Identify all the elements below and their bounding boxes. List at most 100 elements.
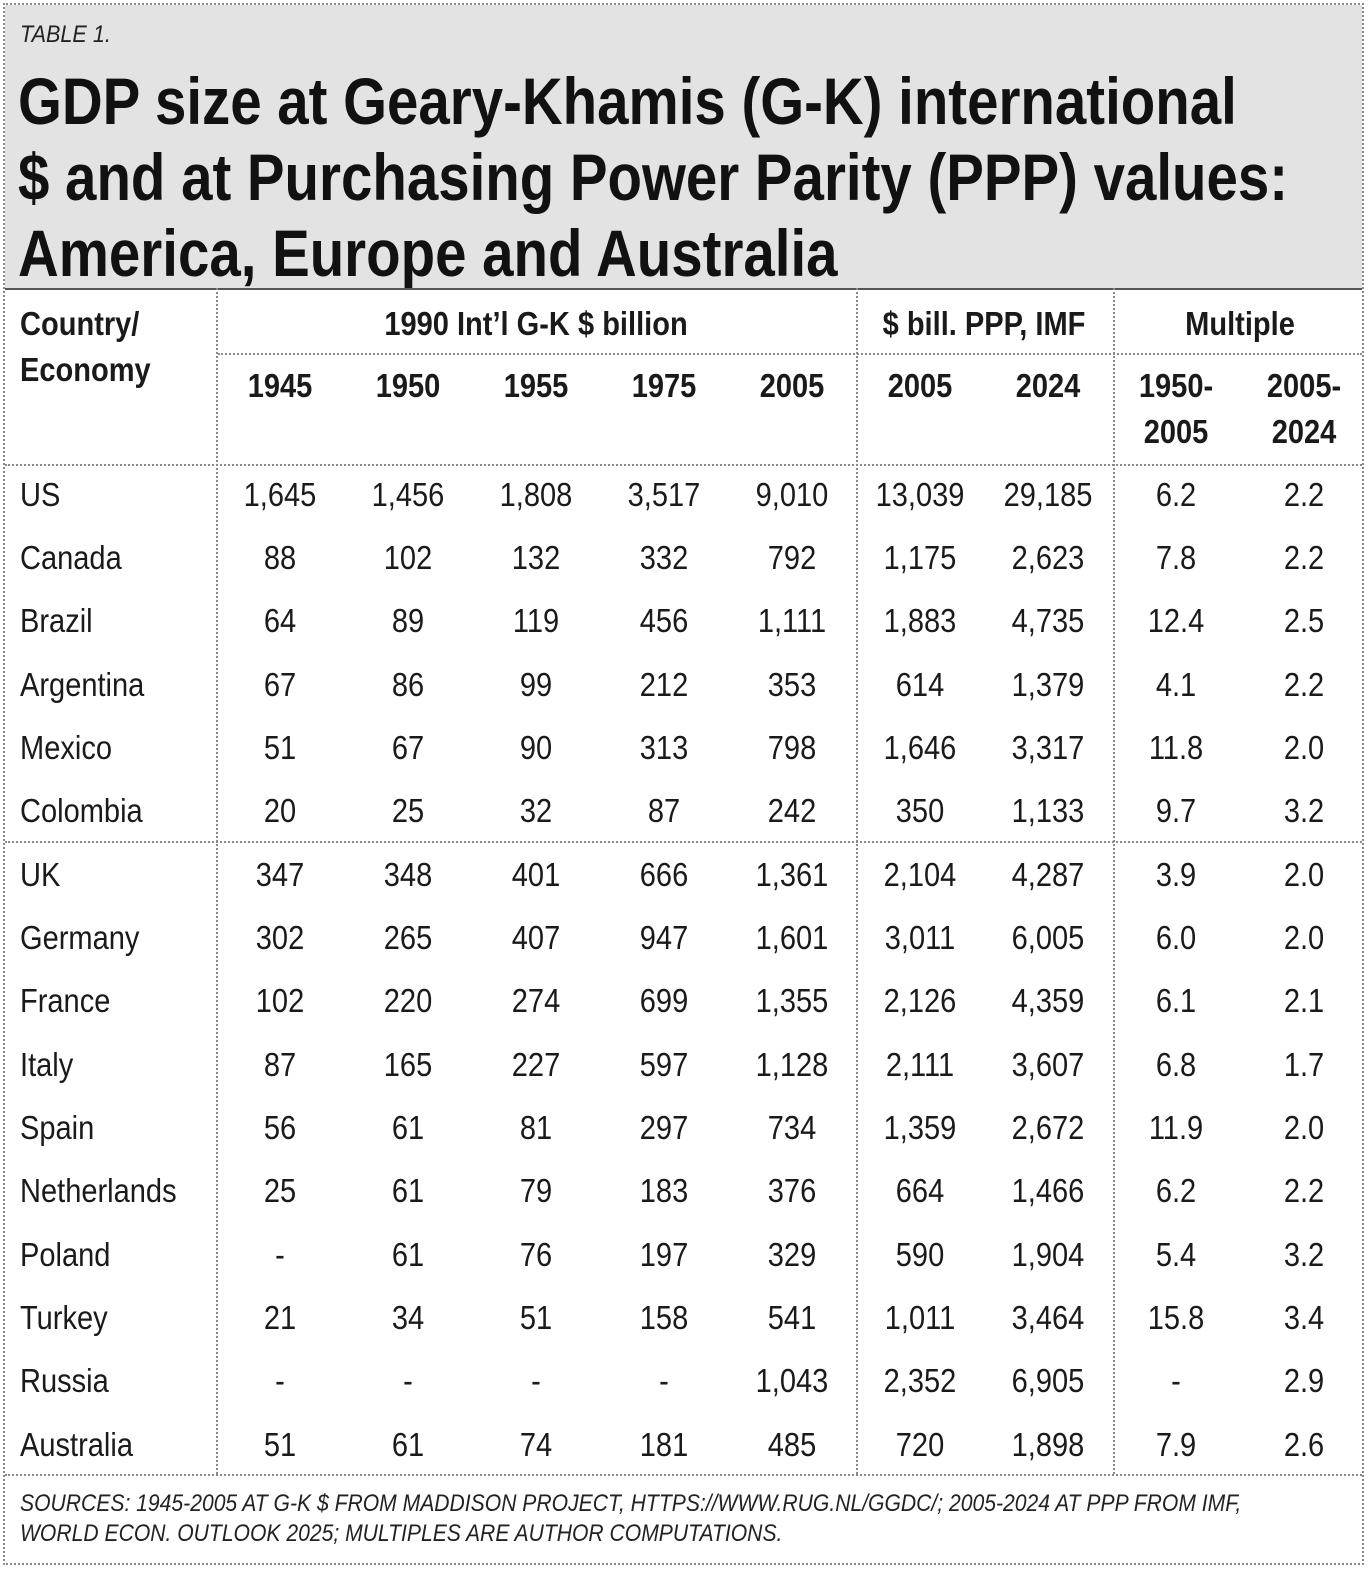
country-name: Russia [20,1362,109,1399]
table-cell: 242 [767,792,817,829]
table-cell: 2.2 [1283,1172,1325,1209]
table-cell: 51 [519,1299,553,1336]
table-cell: 2.6 [1283,1426,1325,1463]
table-cell: 11.8 [1148,729,1204,766]
table-cell: 1,111 [757,602,827,639]
table-cell: 590 [895,1236,945,1273]
table-cell: 1,646 [883,729,957,766]
table-cell: 614 [895,666,945,703]
table-cell: 1,645 [243,476,317,513]
table-cell: 4,359 [1011,982,1085,1019]
country-name: France [20,982,111,1019]
table-cell: 3.9 [1155,856,1197,893]
table-cell: 1,011 [884,1299,956,1336]
table-cell: 32 [519,792,553,829]
table-cell: 798 [767,729,817,766]
table-title: GDP size at Geary-Khamis (G-K) internati… [18,63,1352,291]
table-cell: 102 [255,982,305,1019]
table-cell: 6,905 [1011,1362,1085,1399]
table-cell: 1,456 [371,476,445,513]
table-cell: - [659,1362,669,1399]
table-cell: 20 [263,792,297,829]
table-cell: 329 [767,1236,817,1273]
table-cell: 3,464 [1011,1299,1085,1336]
table-cell: 51 [263,729,297,766]
sources-line: WORLD ECON. OUTLOOK 2025; MULTIPLES ARE … [20,1520,783,1547]
table-cell: 2,126 [883,982,957,1019]
table-cell: 2.5 [1283,602,1325,639]
country-name: Spain [20,1109,95,1146]
region-divider [5,841,1362,843]
country-name: Canada [20,539,122,576]
table-cell: 158 [639,1299,689,1336]
table-cell: 67 [391,729,425,766]
table-cell: 87 [263,1046,297,1083]
column-header: 2005 [1143,413,1209,450]
table-cell: 34 [391,1299,425,1336]
header-bottom-rule [5,464,1362,466]
table-cell: 3,607 [1011,1046,1085,1083]
table-cell: 88 [263,539,297,576]
table-cell: 401 [511,856,561,893]
table-cell: 302 [255,919,305,956]
table-cell: 3.2 [1283,1236,1325,1273]
table-cell: 79 [519,1172,553,1209]
table-cell: 297 [639,1109,689,1146]
table-cell: 541 [767,1299,817,1336]
table-cell: 6.2 [1155,1172,1197,1209]
table-cell: 86 [391,666,425,703]
table-cell: 699 [639,982,689,1019]
table-cell: 61 [391,1236,425,1273]
table-cell: 102 [383,539,433,576]
table-cell: - [531,1362,541,1399]
table-cell: 6.8 [1155,1046,1197,1083]
table-cell: 6.1 [1155,982,1197,1019]
table-cell: - [1171,1362,1181,1399]
table-cell: 350 [895,792,945,829]
header-sub-rule [218,353,1362,355]
table-cell: 12.4 [1147,602,1205,639]
country-name: Australia [20,1426,133,1463]
table-cell: 61 [391,1109,425,1146]
table-cell: 25 [391,792,425,829]
title-banner: TABLE 1. GDP size at Geary-Khamis (G-K) … [5,5,1362,291]
column-header: 1945 [247,367,313,404]
column-header: 2005 [887,367,953,404]
table-cell: 7.9 [1155,1426,1197,1463]
column-divider [1113,288,1115,1474]
table-cell: 1,359 [883,1109,957,1146]
table-cell: 13,039 [875,476,965,513]
column-group-header: $ bill. PPP, IMF [882,305,1086,342]
table-cell: 15.8 [1147,1299,1205,1336]
table-cell: 6,005 [1011,919,1085,956]
table-cell: 1,466 [1011,1172,1085,1209]
table-cell: 332 [639,539,689,576]
column-divider [856,288,858,1474]
table-cell: 407 [511,919,561,956]
table-cell: 2.2 [1283,476,1325,513]
table-cell: 165 [383,1046,433,1083]
table-cell: 456 [639,602,689,639]
table-cell: 1,128 [755,1046,829,1083]
table-cell: 61 [391,1426,425,1463]
table-cell: 720 [895,1426,945,1463]
column-group-header: 1990 Int’l G-K $ billion [384,305,688,342]
country-header: Country/ [20,305,140,342]
table-cell: 197 [639,1236,689,1273]
table-cell: 2.0 [1283,729,1325,766]
table-cell: - [275,1362,285,1399]
table-cell: 87 [647,792,681,829]
sources-line: SOURCES: 1945-2005 AT G-K $ FROM MADDISO… [20,1490,1242,1517]
country-name: Germany [20,919,140,956]
table-cell: - [403,1362,413,1399]
table-cell: 227 [511,1046,561,1083]
column-header: 1955 [503,367,569,404]
country-name: Colombia [20,792,143,829]
table-cell: 2,623 [1011,539,1085,576]
table-cell: 11.9 [1148,1109,1204,1146]
table-cell: 2,111 [885,1046,955,1083]
table-cell: 2.0 [1283,919,1325,956]
table-cell: 119 [512,602,560,639]
column-header: 2024 [1015,367,1081,404]
table-cell: 29,185 [1003,476,1093,513]
